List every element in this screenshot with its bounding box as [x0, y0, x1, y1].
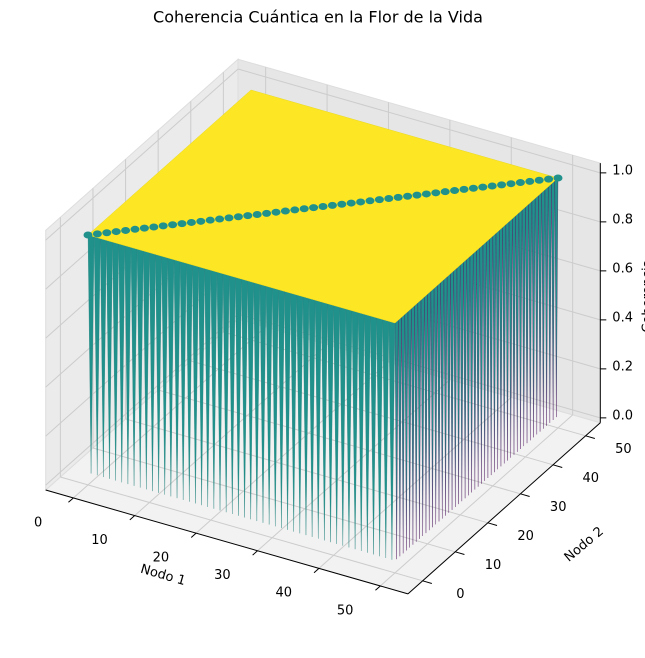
y-tick-label: 10	[485, 558, 502, 573]
diagonal-bead	[553, 174, 563, 182]
diagonal-bead	[186, 218, 196, 226]
diagonal-bead	[233, 213, 243, 221]
grid-line	[92, 447, 456, 553]
diagonal-bead	[111, 228, 121, 236]
y-axis-label: Nodo 2	[562, 524, 607, 565]
y-tick-label: 20	[517, 529, 534, 544]
diagonal-bead	[356, 198, 366, 206]
diagonal-bead	[393, 193, 403, 201]
grid-line	[237, 68, 601, 174]
diagonal-bead	[243, 212, 253, 220]
diagonal-bead	[158, 222, 168, 230]
diagonal-bead	[271, 208, 281, 216]
y-tick	[585, 435, 595, 439]
y-tick	[455, 551, 465, 555]
diagonal-bead	[309, 204, 319, 212]
diagonal-bead	[337, 200, 347, 208]
x-tick	[375, 585, 381, 591]
y-tick-label: 50	[615, 442, 632, 457]
x-axis-label: Nodo 1	[139, 562, 188, 589]
x-tick-label: 10	[91, 533, 108, 548]
z-tick-label: 0.2	[612, 359, 633, 374]
x-tick-label: 20	[153, 551, 170, 566]
diagonal-bead	[149, 223, 159, 231]
x-tick	[190, 532, 197, 538]
diagonal-bead	[215, 215, 225, 223]
x-tick	[313, 567, 320, 574]
y-tick	[552, 464, 563, 468]
diagonal-bead	[290, 206, 300, 214]
diagonal-bead	[421, 190, 431, 198]
y-tick-label: 30	[550, 500, 567, 515]
diagonal-bead	[412, 191, 422, 199]
diagonal-bead	[487, 182, 497, 190]
diagonal-bead	[83, 231, 93, 239]
y-tick-label: 40	[583, 471, 600, 486]
y-axis	[407, 422, 601, 595]
x-axis	[45, 489, 409, 595]
y-tick-label: 0	[456, 587, 464, 602]
z-tick-label: 0.8	[612, 212, 633, 227]
diagonal-bead	[327, 201, 337, 209]
diagonal-bead	[224, 214, 234, 222]
chart-title: Coherencia Cuántica en la Flor de la Vid…	[153, 8, 483, 27]
x-tick	[252, 550, 258, 556]
grid-line	[257, 379, 451, 552]
diagonal-bead	[468, 184, 478, 192]
x-tick-label: 0	[34, 515, 42, 530]
diagonal-bead	[318, 203, 328, 210]
diagonal-bead	[544, 175, 554, 183]
x-tick	[68, 497, 74, 503]
diagonal-bead	[403, 192, 413, 200]
diagonal-bead	[450, 187, 460, 195]
y-tick	[520, 493, 530, 497]
diagonal-bead	[384, 195, 394, 203]
diagonal-bead	[252, 210, 262, 218]
z-tick-label: 0.6	[612, 261, 633, 276]
diagonal-bead	[92, 230, 102, 238]
diagonal-bead	[130, 225, 140, 233]
diagonal-bead	[515, 179, 525, 187]
z-tick-label: 1.0	[612, 163, 633, 178]
x-tick-label: 40	[275, 586, 292, 601]
z-axis-label: Coherencia	[641, 259, 645, 332]
x-tick-label: 30	[214, 568, 231, 583]
y-tick	[422, 580, 432, 584]
grid-line	[60, 476, 423, 582]
diagonal-bead	[431, 189, 441, 197]
diagonal-bead	[525, 177, 535, 185]
diagonal-bead	[280, 207, 290, 215]
diagonal-bead	[440, 188, 450, 196]
diagonal-bead	[478, 183, 488, 191]
diagonal-bead	[205, 216, 215, 224]
diagonal-bead	[497, 181, 507, 189]
diagonal-bead	[506, 180, 516, 188]
diagonal-bead	[459, 185, 469, 193]
diagonal-bead	[374, 196, 384, 204]
diagonal-bead	[121, 226, 131, 234]
z-tick-label: 0.0	[612, 408, 633, 423]
diagonal-bead	[534, 176, 544, 184]
grid-line	[379, 414, 574, 587]
diagonal-bead	[168, 221, 178, 229]
diagonal-bead	[365, 197, 375, 205]
diagonal-bead	[139, 224, 149, 232]
y-tick	[487, 522, 498, 526]
x-tick	[129, 515, 136, 521]
diagonal-bead	[177, 220, 187, 228]
z-tick-label: 0.4	[612, 310, 633, 325]
diagonal-bead	[102, 229, 112, 237]
x-tick-label: 50	[337, 603, 354, 618]
diagonal-bead	[262, 209, 272, 217]
diagonal-bead	[196, 217, 206, 225]
grid-line	[45, 68, 239, 241]
diagonal-bead	[299, 205, 309, 213]
diagonal-bead	[346, 199, 356, 207]
grid-line	[318, 396, 512, 569]
